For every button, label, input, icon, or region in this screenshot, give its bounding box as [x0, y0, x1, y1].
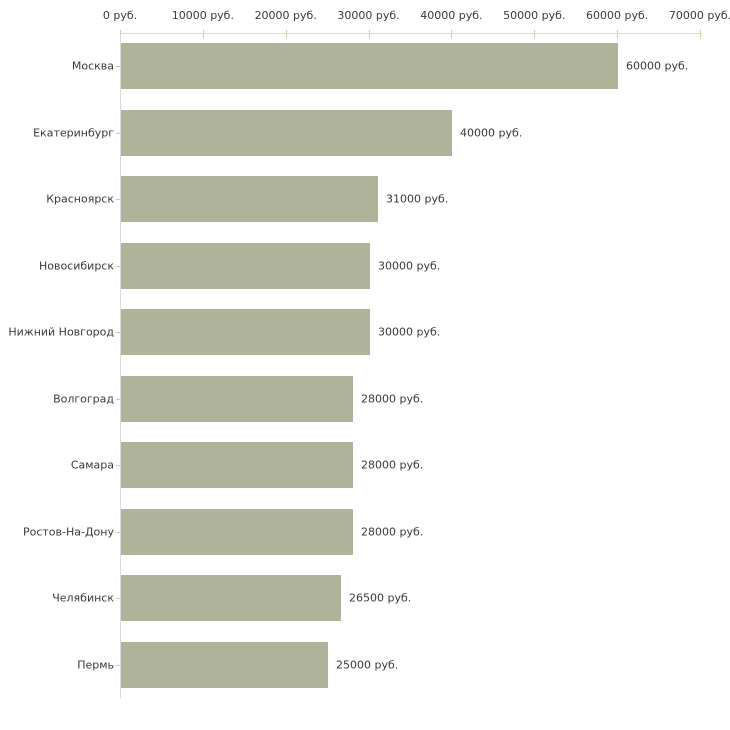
bar-row: Новосибирск 30000 руб. — [0, 233, 730, 300]
bar-row: Ростов-На-Дону 28000 руб. — [0, 499, 730, 566]
y-tick-mark — [116, 265, 120, 267]
x-axis-line — [120, 33, 702, 34]
y-tick-mark — [116, 199, 120, 201]
bar-row: Красноярск 31000 руб. — [0, 166, 730, 233]
y-tick-mark — [116, 398, 120, 400]
y-tick-mark — [116, 664, 120, 666]
x-tick-label: 40000 руб. — [420, 9, 483, 22]
x-tick-mark — [202, 30, 204, 38]
category-label: Екатеринбург — [33, 126, 114, 140]
value-label: 40000 руб. — [460, 126, 523, 140]
bar — [121, 43, 618, 90]
value-label: 60000 руб. — [626, 59, 689, 73]
value-label: 28000 руб. — [361, 392, 424, 406]
category-label: Красноярск — [46, 192, 114, 206]
y-tick-mark — [116, 465, 120, 467]
y-tick-mark — [116, 66, 120, 68]
x-tick-label: 50000 руб. — [503, 9, 566, 22]
y-axis-line — [120, 33, 121, 698]
bar-row: Пермь 25000 руб. — [0, 632, 730, 699]
bar-row: Екатеринбург 40000 руб. — [0, 100, 730, 167]
x-tick-label: 0 руб. — [102, 9, 138, 22]
bar — [121, 641, 328, 688]
value-label: 25000 руб. — [336, 658, 399, 672]
category-label: Пермь — [77, 658, 114, 672]
bar-row: Челябинск 26500 руб. — [0, 565, 730, 632]
category-label: Самара — [70, 458, 114, 472]
bar — [121, 109, 452, 156]
x-tick-mark — [617, 30, 619, 38]
bar — [121, 375, 353, 422]
y-tick-mark — [116, 598, 120, 600]
bar — [121, 309, 370, 356]
bar — [121, 575, 341, 622]
x-tick-label: 70000 руб. — [668, 9, 730, 22]
value-label: 30000 руб. — [378, 325, 441, 339]
y-tick-mark — [116, 332, 120, 334]
category-label: Нижний Новгород — [8, 325, 114, 339]
category-label: Волгоград — [53, 392, 114, 406]
value-label: 28000 руб. — [361, 525, 424, 539]
y-tick-mark — [116, 132, 120, 134]
x-tick-mark — [285, 30, 287, 38]
bar-row: Волгоград 28000 руб. — [0, 366, 730, 433]
y-tick-mark — [116, 531, 120, 533]
x-tick-label: 30000 руб. — [337, 9, 400, 22]
value-label: 26500 руб. — [349, 591, 412, 605]
x-tick-label: 60000 руб. — [586, 9, 649, 22]
x-tick-mark — [534, 30, 536, 38]
category-label: Ростов-На-Дону — [22, 525, 114, 539]
x-tick-mark — [368, 30, 370, 38]
value-label: 30000 руб. — [378, 259, 441, 273]
bar-row: Москва 60000 руб. — [0, 33, 730, 100]
value-label: 31000 руб. — [386, 192, 449, 206]
bar-row: Самара 28000 руб. — [0, 432, 730, 499]
bar — [121, 442, 353, 489]
category-label: Новосибирск — [38, 259, 114, 273]
x-tick-mark — [451, 30, 453, 38]
x-tick-label: 20000 руб. — [254, 9, 317, 22]
bar-row: Нижний Новгород 30000 руб. — [0, 299, 730, 366]
category-label: Москва — [71, 59, 114, 73]
value-label: 28000 руб. — [361, 458, 424, 472]
x-tick-mark — [700, 30, 701, 38]
bar — [121, 176, 378, 223]
category-label: Челябинск — [52, 591, 114, 605]
bar — [121, 242, 370, 289]
bar — [121, 508, 353, 555]
x-tick-label: 10000 руб. — [171, 9, 234, 22]
